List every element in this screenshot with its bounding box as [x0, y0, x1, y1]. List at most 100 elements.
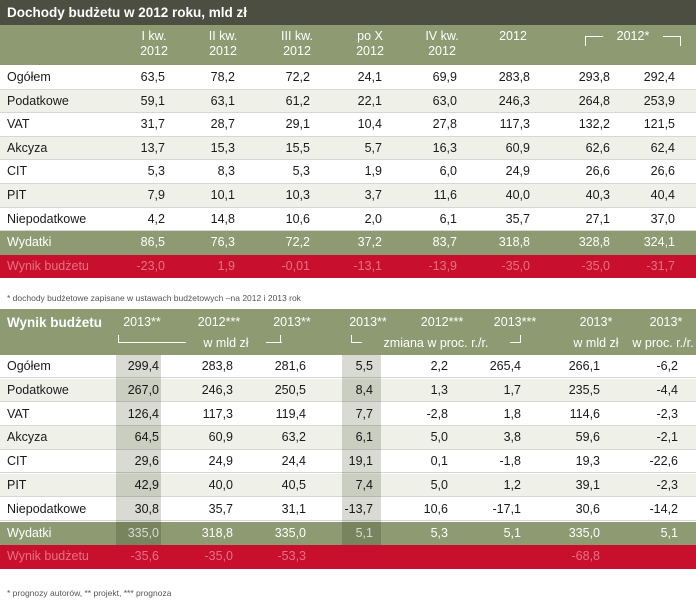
col-header-l1: 2012: [499, 29, 527, 43]
table-cell: 72,2: [285, 235, 310, 250]
table-cell: 40,0: [208, 478, 233, 492]
table-cell: 22,1: [357, 93, 382, 108]
table-cell: 253,9: [643, 93, 675, 108]
table-cell: -2,8: [426, 406, 448, 421]
table-cell: 59,1: [140, 93, 165, 108]
col-header: III kw. 2012: [267, 29, 327, 59]
col-header-l2: 2012: [209, 44, 237, 58]
table-cell: 27,1: [585, 211, 610, 226]
table-cell: 1,3: [430, 382, 448, 397]
table-cell: 246,3: [201, 382, 233, 397]
table-cell: -35,0: [501, 258, 531, 273]
row-label: CIT: [7, 454, 28, 469]
table-cell: 15,5: [285, 140, 310, 155]
table-cell: 72,2: [285, 70, 310, 84]
col-header: 2012: [483, 29, 543, 44]
table-cell: 10,6: [285, 211, 310, 226]
table2-title: Wynik budżetu: [7, 315, 103, 330]
table-cell: 10,1: [210, 188, 235, 202]
table-cell: 292,4: [643, 70, 675, 84]
table-cell: 5,3: [147, 164, 165, 179]
table-row: CIT 5,3 8,3 5,3 1,9 6,0 24,9 26,6 26,6: [0, 160, 696, 184]
row-label: PIT: [7, 478, 27, 492]
col-subheader: w proc. r./r.: [632, 336, 694, 350]
table-cell: 318,8: [498, 235, 530, 250]
table-cell: 3,8: [503, 430, 521, 445]
table-cell: 0,1: [430, 454, 448, 469]
col-header: 2013***: [493, 315, 537, 329]
table-cell: 1,9: [217, 258, 235, 273]
table-cell: -13,1: [353, 258, 383, 273]
table-cell: 78,2: [210, 70, 235, 84]
table-cell: 30,6: [575, 501, 600, 516]
table1-footnote: * dochody budżetowe zapisane w ustawach …: [7, 293, 301, 303]
col-header-l1: I kw.: [141, 29, 167, 43]
table-cell: 37,2: [357, 235, 382, 250]
row-label: Niepodatkowe: [7, 211, 87, 226]
table-row: Wynik budżetu -35,6 -35,0 -53,3 -68,8: [0, 545, 696, 569]
row-label: VAT: [7, 117, 30, 132]
table-cell: 250,5: [274, 382, 306, 397]
col-header: 2012***: [420, 315, 464, 329]
table-cell: 10,6: [423, 501, 448, 516]
table-cell: 83,7: [432, 235, 457, 250]
row-label: PIT: [7, 188, 27, 202]
col-header-l1: 2012*: [616, 29, 650, 43]
col-header: 2012***: [197, 315, 241, 329]
table-cell: 11,6: [433, 188, 457, 202]
table-cell: 283,8: [498, 70, 530, 84]
col-header: po X 2012: [340, 29, 400, 59]
table-row: VAT 31,7 28,7 29,1 10,4 27,8 117,3 132,2 121,5: [0, 113, 696, 137]
table-cell: 8,3: [217, 164, 235, 179]
table-cell: -22,6: [649, 454, 679, 469]
table-cell: 5,3: [292, 164, 310, 179]
row-label: Podatkowe: [7, 93, 69, 108]
table-cell: 24,9: [505, 164, 530, 179]
table-cell: 246,3: [498, 93, 530, 108]
table-row: PIT 7,9 10,1 10,3 3,7 11,6 40,0 40,3 40,4: [0, 184, 696, 208]
column-highlight: [116, 355, 161, 546]
table-cell: 5,0: [430, 478, 448, 492]
table-cell: 63,5: [140, 70, 165, 84]
table-cell: 5,0: [430, 430, 448, 445]
table2-footnote: * prognozy autorów, ** projekt, *** prog…: [7, 588, 172, 598]
table-cell: -6,2: [656, 359, 678, 373]
table-cell: 40,3: [585, 188, 610, 202]
col-header-l1: III kw.: [281, 29, 313, 43]
row-label: CIT: [7, 164, 28, 179]
table-cell: 283,8: [201, 359, 233, 373]
table-cell: 10,3: [285, 188, 310, 202]
col-header: 2013*: [649, 315, 683, 329]
col-header-l2: 2012: [283, 44, 311, 58]
table-cell: 328,8: [578, 235, 610, 250]
table-cell: 6,0: [439, 164, 457, 179]
table-cell: 7,9: [147, 188, 165, 202]
table-cell: -35,6: [130, 549, 160, 564]
col-header-l2: 2012: [140, 44, 168, 58]
row-label: Wynik budżetu: [7, 549, 89, 564]
table-row: Podatkowe 59,1 63,1 61,2 22,1 63,0 246,3 264,8 2…: [0, 89, 696, 114]
table-cell: 2,0: [364, 211, 382, 226]
table-cell: 86,5: [140, 235, 165, 250]
table-cell: -14,2: [649, 501, 679, 516]
table-cell: 26,6: [585, 164, 610, 179]
table-cell: 37,0: [650, 211, 675, 226]
table-cell: 40,0: [505, 188, 530, 202]
table-cell: 31,1: [281, 501, 306, 516]
table-cell: 5,1: [660, 525, 678, 540]
table-cell: 1,7: [503, 382, 521, 397]
row-label: Wynik budżetu: [7, 258, 89, 273]
table-cell: 335,0: [568, 525, 600, 540]
table-cell: -0,01: [281, 258, 311, 273]
table-cell: 1,8: [503, 406, 521, 421]
table-cell: 1,2: [503, 478, 521, 492]
table-cell: 28,7: [210, 117, 235, 132]
table-cell: 27,8: [432, 117, 457, 132]
table-cell: 40,5: [281, 478, 306, 492]
table-cell: 6,1: [439, 211, 457, 226]
table-cell: 60,9: [505, 140, 530, 155]
table-cell: 35,7: [505, 211, 530, 226]
table-cell: 59,6: [575, 430, 600, 445]
table-cell: 117,3: [202, 406, 233, 421]
table-cell: 281,6: [274, 359, 306, 373]
